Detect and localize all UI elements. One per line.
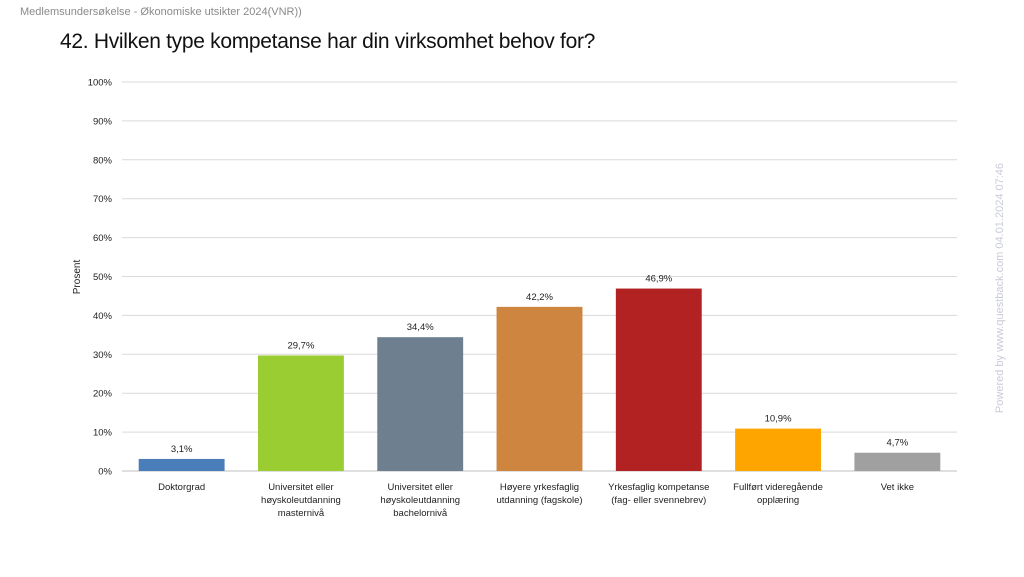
value-label: 10,9%: [765, 414, 792, 425]
value-label: 46,9%: [645, 274, 672, 285]
y-tick-label: 40%: [93, 311, 113, 322]
category-label: Doktorgrad: [158, 482, 205, 493]
bar: [854, 452, 941, 471]
y-tick-label: 50%: [93, 272, 113, 283]
value-label: 42,2%: [526, 292, 553, 303]
bar: [496, 306, 583, 471]
value-label: 34,4%: [407, 322, 434, 333]
value-label: 29,7%: [287, 340, 314, 351]
category-label: Vet ikke: [881, 482, 914, 493]
y-axis-label: Prosent: [72, 260, 83, 295]
value-label: 3,1%: [171, 444, 193, 455]
y-tick-label: 60%: [93, 233, 113, 244]
bar: [138, 458, 225, 471]
y-tick-label: 20%: [93, 389, 113, 400]
y-tick-label: 80%: [93, 155, 113, 166]
bar: [735, 428, 822, 471]
y-tick-label: 30%: [93, 350, 113, 361]
value-labels: 3,1% 29,7% 34,4% 42,2% 46,9% 10,9% 4,7%: [171, 274, 909, 455]
y-tick-label: 100%: [88, 78, 113, 89]
chart-title: 42. Hvilken type kompetanse har din virk…: [60, 30, 596, 53]
bar: [257, 355, 344, 471]
survey-header: Medlemsundersøkelse - Økonomiske utsikte…: [20, 6, 302, 18]
bars: [138, 288, 941, 471]
y-tick-label: 70%: [93, 194, 113, 205]
category-label: Yrkesfaglig kompetanse (fag- eller svenne…: [608, 482, 709, 506]
y-tick-label: 10%: [93, 428, 113, 439]
category-label: Fullført videregående opplæring: [733, 482, 823, 506]
category-labels: Doktorgrad Universitet eller høyskoleutdan…: [158, 482, 914, 519]
y-tick-label: 90%: [93, 116, 113, 127]
bar: [377, 337, 464, 471]
category-label: Universitet eller høyskoleutdanning bachel…: [380, 482, 460, 519]
y-tick-label: 0%: [98, 467, 112, 478]
category-label: Universitet eller høyskoleutdanning master…: [261, 482, 341, 519]
value-label: 4,7%: [887, 438, 909, 449]
bar: [615, 288, 702, 471]
y-axis-ticks: 0% 10% 20% 30% 40% 50% 60% 70% 80% 90% 100%: [88, 78, 113, 478]
category-label: Høyere yrkesfaglig utdanning (fagskole): [496, 482, 582, 506]
